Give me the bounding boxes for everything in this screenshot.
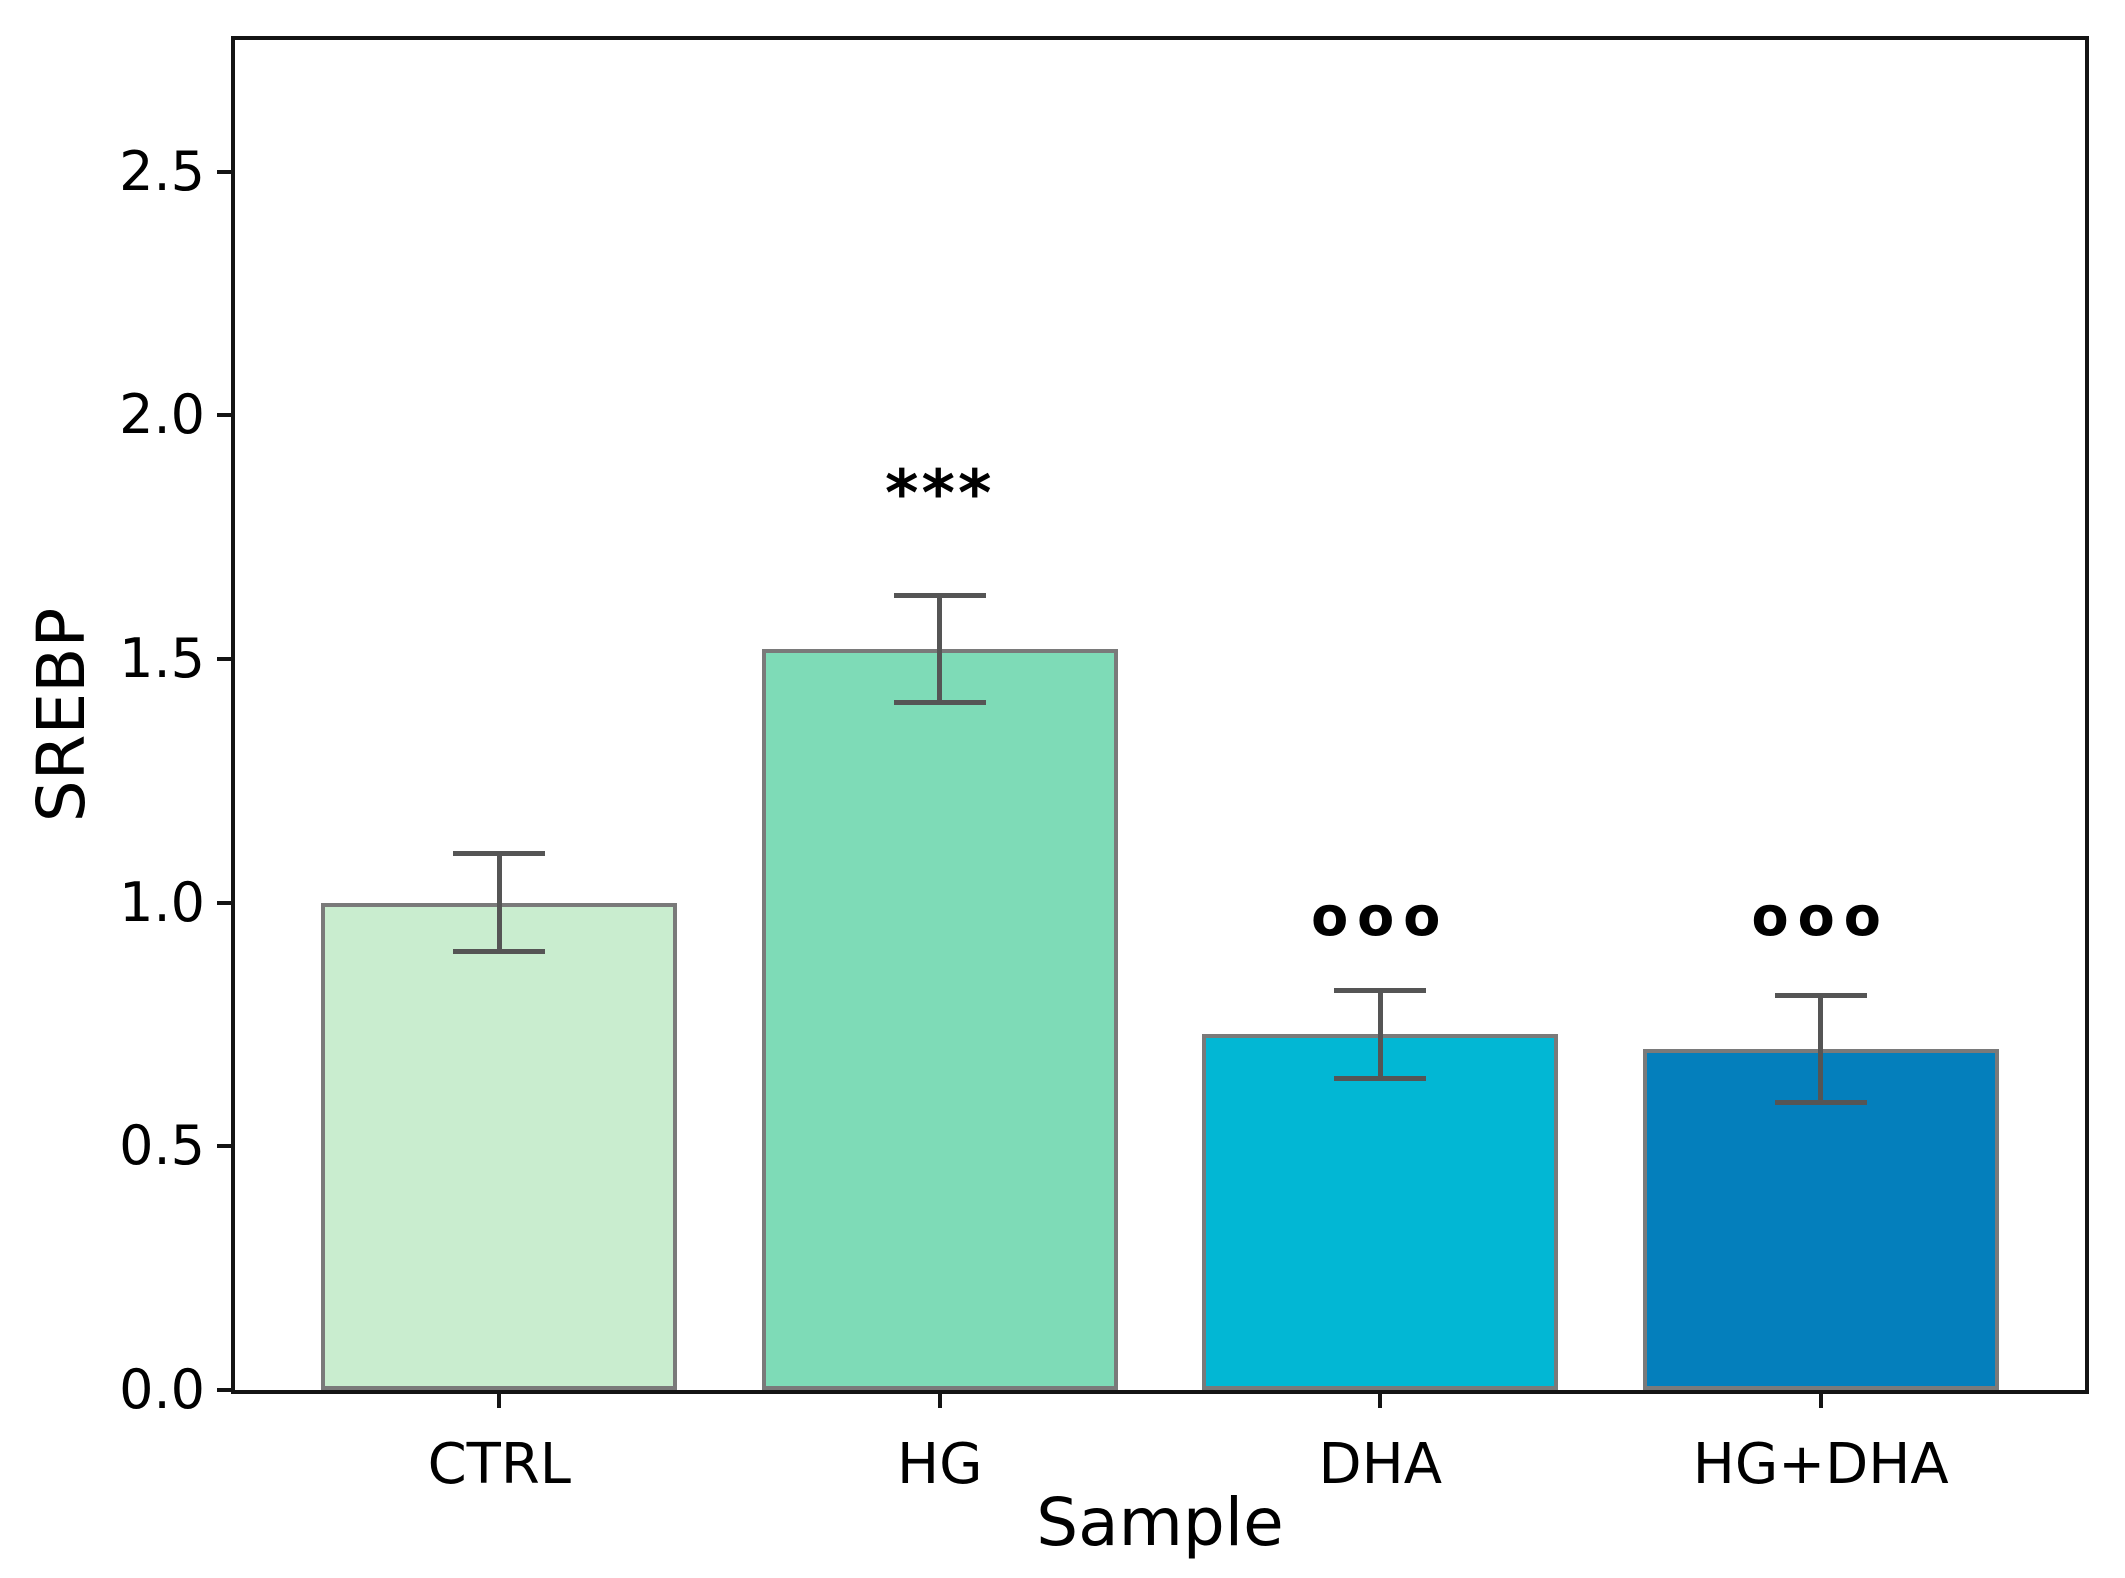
y-tick-label-2-0: 2.0 <box>119 383 205 447</box>
error-cap-top-hg <box>893 593 986 599</box>
error-cap-top-dha <box>1334 987 1427 993</box>
x-tick-dha <box>1378 1390 1383 1408</box>
error-bar-hg <box>937 595 943 703</box>
x-tick-label-dha: DHA <box>1318 1432 1443 1497</box>
error-cap-bottom-hg <box>893 700 986 706</box>
bar-hg-dha <box>1642 1048 1999 1390</box>
y-tick-1-5 <box>217 656 235 661</box>
x-tick-label-ctrl: CTRL <box>427 1432 571 1497</box>
error-cap-bottom-hg-dha <box>1774 1099 1867 1105</box>
error-bar-ctrl <box>496 853 502 952</box>
y-tick-label-0-5: 0.5 <box>119 1114 205 1178</box>
annotation-hg: *** <box>885 456 995 531</box>
y-tick-label-1-5: 1.5 <box>119 626 205 690</box>
x-tick-ctrl <box>497 1390 502 1408</box>
y-tick-label-2-5: 2.5 <box>119 139 205 203</box>
x-tick-label-hg-dha: HG+DHA <box>1692 1432 1949 1497</box>
error-bar-hg-dha <box>1818 995 1824 1103</box>
x-tick-hg <box>937 1390 942 1408</box>
y-tick-0-5 <box>217 1144 235 1149</box>
y-tick-0-0 <box>217 1388 235 1392</box>
error-cap-bottom-dha <box>1334 1075 1427 1081</box>
x-tick-hg-dha <box>1818 1390 1823 1408</box>
plot-box-spines <box>231 36 2089 1394</box>
plot-area: *** ooo ooo <box>235 40 2085 1390</box>
y-tick-label-1-0: 1.0 <box>119 870 205 934</box>
bar-ctrl <box>321 902 678 1390</box>
x-tick-label-hg: HG <box>896 1432 983 1497</box>
y-tick-1-0 <box>217 900 235 905</box>
bar-hg <box>761 649 1118 1390</box>
bar-dha <box>1202 1034 1559 1390</box>
error-cap-bottom-ctrl <box>453 948 546 954</box>
annotation-dha: ooo <box>1311 885 1450 949</box>
error-bar-dha <box>1377 990 1383 1079</box>
x-axis-label: Sample <box>1036 1484 1284 1561</box>
y-tick-2-5 <box>217 169 235 174</box>
y-tick-2-0 <box>217 413 235 418</box>
y-tick-label-0-0: 0.0 <box>119 1358 205 1421</box>
annotation-hg-dha: ooo <box>1751 885 1890 949</box>
error-cap-top-ctrl <box>453 851 546 857</box>
error-cap-top-hg-dha <box>1774 992 1867 998</box>
